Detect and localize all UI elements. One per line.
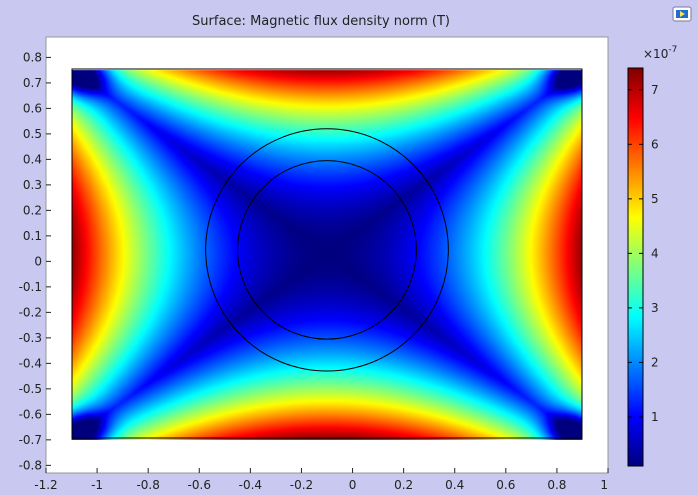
circles-layer [205, 128, 449, 372]
plot-window-icon[interactable] [672, 6, 692, 22]
x-tick-label: 0.4 [445, 478, 464, 492]
y-tick-label: 0.8 [23, 50, 42, 64]
x-axis: -1.2 -1 -0.8 -0.6 -0.4 -0.2 0 0.2 0.4 0.6 0.8 1 [34, 468, 609, 492]
x-tick-label: -0.2 [290, 478, 313, 492]
colorbar-ticks: 1 2 3 4 5 6 7 [628, 83, 659, 424]
y-tick-label: -0.1 [19, 280, 42, 294]
y-tick-label: 0.6 [23, 101, 42, 115]
y-tick-label: -0.7 [19, 433, 42, 447]
y-tick-label: 0.4 [23, 152, 42, 166]
colorbar-tick-label: 7 [651, 83, 659, 97]
y-tick-label: 0.1 [23, 229, 42, 243]
y-tick-label: 0.3 [23, 178, 42, 192]
x-tick-label: 0.2 [394, 478, 413, 492]
x-tick-label: -0.4 [239, 478, 262, 492]
circle-boundary-2 [237, 160, 417, 340]
colorbar-tick-label: 6 [651, 137, 659, 151]
domain-border [71, 68, 583, 439]
y-tick-label: -0.2 [19, 305, 42, 319]
x-tick-label: -0.6 [188, 478, 211, 492]
y-tick-label: -0.3 [19, 331, 42, 345]
y-tick-label: 0 [34, 254, 42, 268]
colorbar [628, 68, 643, 466]
colorbar-tick-label: 4 [651, 246, 659, 260]
y-axis: -0.8 -0.7 -0.6 -0.5 -0.4 -0.3 -0.2 -0.1 0 0.1 0.2 0… [19, 50, 51, 472]
x-tick-label: 0.8 [547, 478, 566, 492]
x-tick-label: -1.2 [34, 478, 57, 492]
circle-boundary-1 [205, 128, 449, 372]
colorbar-multiplier: ×10-7 [643, 45, 677, 61]
colorbar-multiplier-base: ×10 [643, 47, 668, 61]
x-tick-label: 1 [600, 478, 608, 492]
colorbar-tick-label: 5 [651, 192, 659, 206]
y-tick-label: -0.5 [19, 382, 42, 396]
colorbar-tick-label: 3 [651, 301, 659, 315]
colorbar-border [627, 67, 644, 467]
heatmap-surface [71, 70, 583, 440]
y-tick-label: 0.7 [23, 76, 42, 90]
y-tick-label: 0.2 [23, 203, 42, 217]
x-tick-label: -1 [91, 478, 103, 492]
y-tick-label: 0.5 [23, 127, 42, 141]
chart-title: Surface: Magnetic flux density norm (T) [192, 14, 450, 29]
y-tick-label: -0.4 [19, 356, 42, 370]
x-tick-label: -0.8 [136, 478, 159, 492]
x-tick-label: 0 [349, 478, 357, 492]
colorbar-tick-label: 1 [651, 410, 659, 424]
y-tick-label: -0.8 [19, 458, 42, 472]
colorbar-tick-label: 2 [651, 355, 659, 369]
x-tick-label: 0.6 [496, 478, 515, 492]
colorbar-exponent: -7 [668, 45, 677, 55]
y-tick-label: -0.6 [19, 407, 42, 421]
